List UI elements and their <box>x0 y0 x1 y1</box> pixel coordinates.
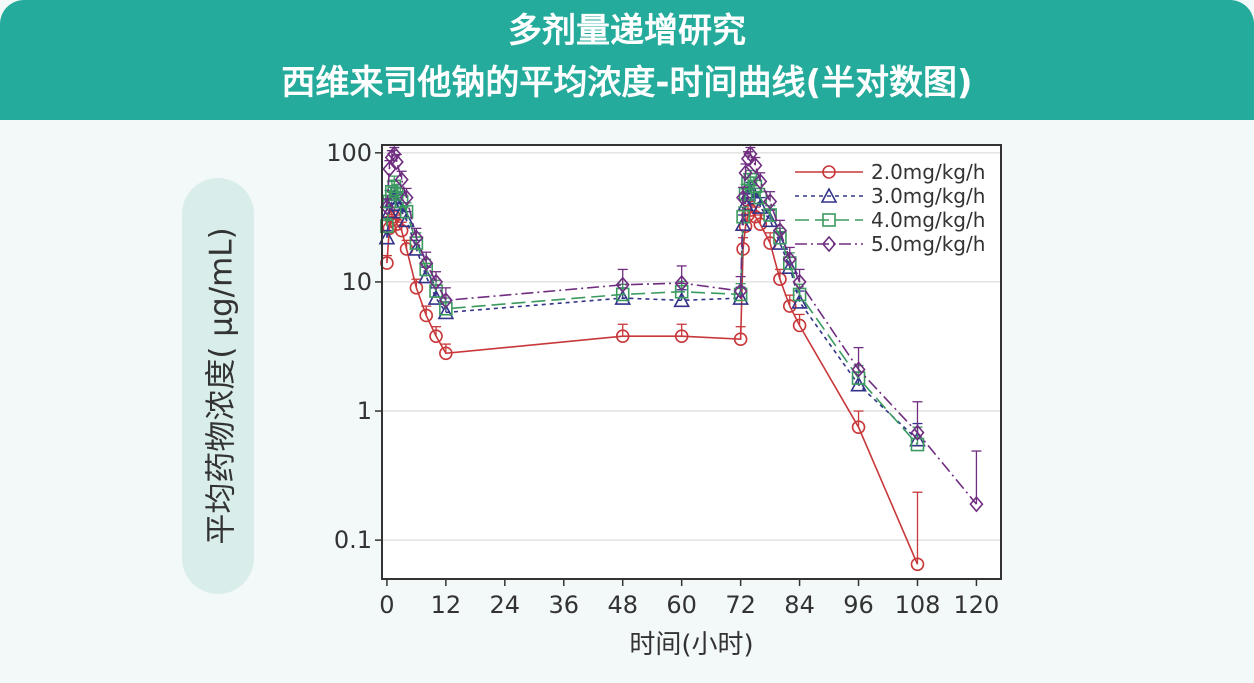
data-point <box>733 332 748 347</box>
data-point <box>732 289 749 305</box>
data-point <box>614 289 632 305</box>
legend-marker <box>820 187 838 203</box>
data-point <box>743 145 758 163</box>
axes-frame <box>381 144 1002 580</box>
data-point <box>437 303 455 320</box>
data-point <box>782 299 797 313</box>
data-point <box>738 164 753 182</box>
data-point <box>753 217 768 232</box>
x-tick-label: 12 <box>431 591 462 619</box>
data-point <box>387 179 402 194</box>
legend-label: 3.0mg/kg/h <box>871 184 985 208</box>
data-point <box>394 171 409 188</box>
data-point <box>615 276 630 294</box>
y-tick-label: 100 <box>326 139 372 167</box>
data-point <box>399 189 414 206</box>
data-point <box>674 274 689 292</box>
data-point <box>428 273 444 291</box>
y-axis-label-pill: 平均药物浓度( μg/mL) <box>182 178 254 594</box>
data-point <box>429 284 443 298</box>
data-point <box>740 150 756 167</box>
data-point <box>439 346 453 361</box>
data-point <box>771 234 789 250</box>
data-point <box>753 173 768 190</box>
data-point <box>387 145 402 163</box>
x-tick-label: 84 <box>784 591 815 619</box>
legend-marker <box>822 213 836 227</box>
data-point <box>782 250 797 268</box>
data-point <box>380 219 394 234</box>
legend: 2.0mg/kg/h3.0mg/kg/h4.0mg/kg/h5.0mg/kg/h <box>795 160 985 256</box>
x-tick-label: 48 <box>607 591 638 619</box>
series-0 <box>380 200 925 572</box>
data-point <box>378 229 396 245</box>
title-line-1: 多剂量递增研究 <box>508 11 746 51</box>
data-point <box>409 229 424 246</box>
data-point <box>673 291 691 308</box>
y-tick-label: 10 <box>341 268 372 296</box>
data-point <box>773 272 787 287</box>
data-point <box>438 292 453 309</box>
title-banner: 多剂量递增研究 西维来司他钠的平均浓度-时间曲线(半对数图) <box>0 0 1254 120</box>
x-tick-label: 96 <box>843 591 874 619</box>
data-point <box>380 256 394 270</box>
data-point <box>792 318 807 333</box>
data-point <box>409 281 424 295</box>
data-point <box>419 254 434 272</box>
data-point <box>910 424 925 441</box>
data-point <box>389 153 404 171</box>
data-point <box>736 189 751 206</box>
data-point <box>382 160 397 178</box>
data-point <box>381 203 398 219</box>
title-line-2: 西维来司他钠的平均浓度-时间曲线(半对数图) <box>281 63 973 103</box>
data-point <box>615 329 630 343</box>
legend-label: 4.0mg/kg/h <box>871 208 985 232</box>
data-point <box>388 195 406 212</box>
x-tick-label: 24 <box>490 591 521 619</box>
x-tick-label: 0 <box>379 591 394 619</box>
plot-area <box>382 145 1001 579</box>
y-tick-label: 1 <box>357 397 372 425</box>
data-point <box>439 301 453 316</box>
data-point <box>748 157 763 174</box>
x-tick-label: 60 <box>666 591 697 619</box>
x-tick-label: 108 <box>895 591 941 619</box>
data-point <box>851 420 866 434</box>
x-axis-label: 时间(小时) <box>629 630 753 660</box>
data-point <box>736 242 750 256</box>
x-tick-label: 120 <box>954 591 1000 619</box>
data-point <box>761 211 779 228</box>
data-point <box>751 198 769 214</box>
legend-marker <box>821 235 837 253</box>
series-3 <box>379 145 984 513</box>
legend-label: 5.0mg/kg/h <box>871 232 985 256</box>
legend-label: 2.0mg/kg/h <box>871 160 985 184</box>
y-tick-label: 0.1 <box>334 526 372 554</box>
data-point <box>851 361 866 378</box>
data-point <box>772 222 787 239</box>
x-tick-label: 72 <box>725 591 756 619</box>
legend-marker <box>822 165 836 179</box>
data-point <box>763 193 778 210</box>
data-point <box>615 287 630 302</box>
data-point <box>733 282 748 300</box>
data-point <box>753 190 768 205</box>
x-tick-label: 36 <box>548 591 579 619</box>
data-point <box>791 293 808 309</box>
data-point <box>429 329 443 343</box>
data-point <box>419 262 434 277</box>
data-point <box>969 495 984 513</box>
data-point <box>394 223 409 238</box>
data-point <box>419 308 434 323</box>
data-point <box>674 329 689 343</box>
data-point <box>398 211 415 228</box>
data-point <box>674 284 689 299</box>
data-point <box>910 557 925 572</box>
data-point <box>851 371 866 385</box>
data-point <box>792 273 807 291</box>
